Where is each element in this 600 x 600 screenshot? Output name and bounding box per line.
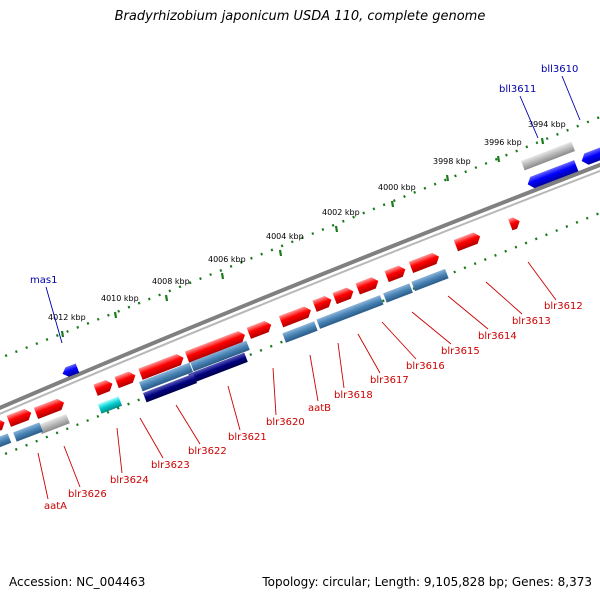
gene-label-mas1: mas1 [30, 275, 57, 286]
ruler-major-tick [113, 311, 118, 319]
reverse-gene-box [581, 147, 600, 165]
gene-label-blr3624: blr3624 [110, 475, 149, 486]
leader-line [37, 452, 49, 500]
cds-box [521, 141, 575, 171]
genome-title: Bradyrhizobium japonicum USDA 110, compl… [114, 9, 486, 24]
ruler-tick-label: 4006 kbp [208, 255, 246, 264]
ruler-tick-label: 4012 kbp [48, 313, 86, 322]
leader-line [309, 354, 319, 402]
backbone-line-inner [0, 169, 600, 415]
cds-box [316, 295, 384, 329]
forward-gene-box [453, 232, 481, 252]
forward-gene-box [0, 418, 5, 434]
forward-gene-box [332, 287, 354, 305]
gene-label-blr3613: blr3613 [512, 316, 551, 327]
ruler-tick-label: 4010 kbp [101, 294, 139, 303]
leader-line [116, 427, 123, 474]
forward-gene-box [33, 398, 65, 419]
leader-line [337, 342, 345, 389]
leader-line [561, 75, 581, 121]
ruler-major-tick [445, 174, 450, 182]
ruler-major-tick [540, 137, 545, 145]
ruler-major-tick [60, 330, 65, 338]
leader-line [139, 417, 164, 459]
leader-line [227, 385, 241, 431]
forward-gene-box [408, 252, 440, 273]
gene-label-aatA: aatA [44, 501, 67, 512]
forward-gene-box [6, 408, 32, 427]
cds-box [139, 362, 193, 392]
forward-gene-box [93, 379, 113, 396]
gene-label-blr3617: blr3617 [370, 375, 409, 386]
reverse-gene-box [62, 363, 80, 377]
cds-box [0, 433, 12, 449]
forward-gene-box [312, 295, 332, 312]
ruler-major-tick [220, 272, 225, 280]
leader-line [527, 261, 557, 301]
leader-line [447, 295, 489, 330]
ruler-major-tick [278, 249, 283, 257]
cds-box [143, 373, 197, 403]
leader-line [381, 321, 417, 360]
cds-box [13, 422, 43, 442]
cds-box [38, 413, 70, 435]
gene-label-bll3611: bll3611 [499, 84, 536, 95]
gene-label-blr3615: blr3615 [441, 346, 480, 357]
forward-gene-box [355, 277, 379, 295]
ruler-tick-label: 4000 kbp [378, 183, 416, 192]
leader-line [357, 333, 381, 374]
gene-label-bll3610: bll3610 [541, 64, 578, 75]
leader-line [63, 445, 81, 488]
ruler-major-tick [334, 225, 339, 233]
cds-box [411, 268, 449, 292]
leader-line [411, 311, 452, 345]
gene-label-blr3616: blr3616 [406, 361, 445, 372]
forward-gene-box [384, 265, 406, 283]
forward-gene-box [138, 353, 184, 380]
leader-line [519, 95, 539, 139]
gene-label-blr3626: blr3626 [68, 489, 107, 500]
cds-box [188, 352, 248, 384]
leader-line [45, 286, 63, 344]
ruler-tick-label: 4002 kbp [322, 208, 360, 217]
forward-gene-box [184, 331, 245, 363]
cds-box [190, 340, 250, 372]
gene-label-blr3620: blr3620 [266, 417, 305, 428]
cds-box [282, 321, 318, 343]
gene-label-blr3612: blr3612 [544, 301, 583, 312]
forward-gene-box [114, 371, 136, 389]
gene-label-blr3618: blr3618 [334, 390, 373, 401]
ruler-major-tick [164, 294, 169, 302]
ruler-tick-label: 3998 kbp [433, 157, 471, 166]
gene-label-blr3622: blr3622 [188, 446, 227, 457]
reverse-gene-box [527, 160, 579, 189]
leader-line [272, 367, 277, 416]
ruler-major-tick [496, 155, 501, 163]
gene-label-blr3621: blr3621 [228, 432, 267, 443]
ruler-major-tick [390, 200, 395, 208]
leader-line [485, 281, 523, 315]
forward-gene-box [508, 217, 520, 231]
forward-gene-box [278, 306, 311, 328]
leader-line [175, 404, 201, 445]
cds-box [97, 396, 123, 414]
gene-labels: bll3610 bll3611 mas1 blr3612 blr3613 blr3614 b… [30, 64, 583, 512]
ruler-tick-label: 3996 kbp [484, 138, 522, 147]
gene-label-blr3614: blr3614 [478, 331, 517, 342]
topology-label: Topology: circular; Length: 9,105,828 bp… [262, 575, 592, 589]
accession-label: Accession: NC_004463 [9, 575, 146, 589]
cds-box [383, 283, 413, 303]
ruler-tick-label: 3994 kbp [528, 120, 566, 129]
ruler-tick-label: 4008 kbp [152, 277, 190, 286]
genome-backbone [0, 162, 600, 415]
gene-track [0, 141, 600, 449]
forward-gene-box [246, 320, 272, 339]
kbp-ruler: 3994 kbp 3996 kbp 3998 kbp 4000 kbp 4002 kbp… [0, 115, 600, 458]
gene-label-blr3623: blr3623 [151, 460, 190, 471]
ruler-tick-label: 4004 kbp [266, 232, 304, 241]
backbone-line-outer [0, 162, 600, 411]
gene-label-aatB: aatB [308, 403, 331, 414]
